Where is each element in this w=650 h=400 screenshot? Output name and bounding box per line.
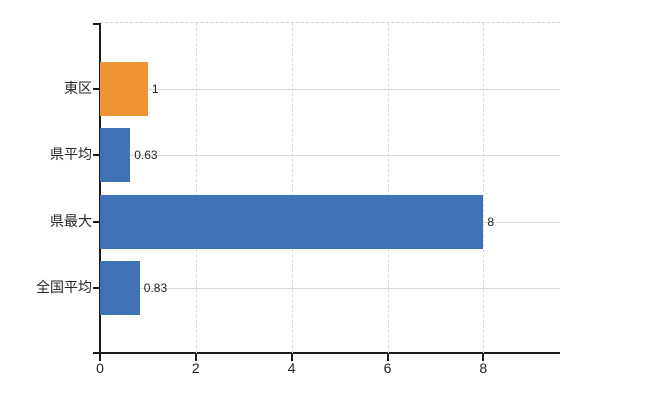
y-axis-tick xyxy=(93,286,99,289)
y-axis-end-tick xyxy=(93,352,99,354)
vertical-gridline xyxy=(291,23,293,353)
vertical-gridline xyxy=(195,23,197,353)
y-axis-end-tick xyxy=(93,23,99,25)
bar-3 xyxy=(100,194,484,249)
horizontal-gridline xyxy=(100,89,560,91)
plot-area: 1 0.63 8 0.83 xyxy=(93,22,560,361)
x-tick-label: 4 xyxy=(287,360,296,376)
x-axis-tick xyxy=(194,354,197,361)
category-label: 県最大 xyxy=(50,212,92,229)
horizontal-gridline xyxy=(100,287,560,289)
x-tick-label: 0 xyxy=(96,360,104,376)
x-axis-line xyxy=(93,352,560,354)
x-axis-tick xyxy=(290,354,293,361)
x-tick-label: 6 xyxy=(383,360,392,376)
bar-value-label: 0.63 xyxy=(134,148,158,163)
y-axis-tick xyxy=(93,88,99,91)
vertical-gridline xyxy=(483,23,485,353)
bar-2 xyxy=(100,128,131,183)
vertical-gridline xyxy=(387,23,389,353)
x-axis-tick xyxy=(482,354,485,361)
y-axis-tick xyxy=(93,154,99,157)
x-axis-tick xyxy=(99,354,101,361)
category-label: 東区 xyxy=(64,80,92,97)
bar-value-label: 0.83 xyxy=(143,280,168,295)
x-axis-tick xyxy=(386,354,389,361)
bar-4 xyxy=(100,260,140,315)
bar-1 xyxy=(100,62,148,117)
x-tick-label: 8 xyxy=(479,360,488,376)
bar-value-label: 8 xyxy=(487,214,495,229)
category-label: 全国平均 xyxy=(36,278,92,295)
y-axis-tick xyxy=(93,220,99,223)
horizontal-gridline xyxy=(100,155,560,157)
category-label: 県平均 xyxy=(50,146,92,163)
x-tick-label: 2 xyxy=(191,360,200,376)
bar-value-label: 1 xyxy=(151,82,159,97)
y-axis-line xyxy=(99,23,101,353)
